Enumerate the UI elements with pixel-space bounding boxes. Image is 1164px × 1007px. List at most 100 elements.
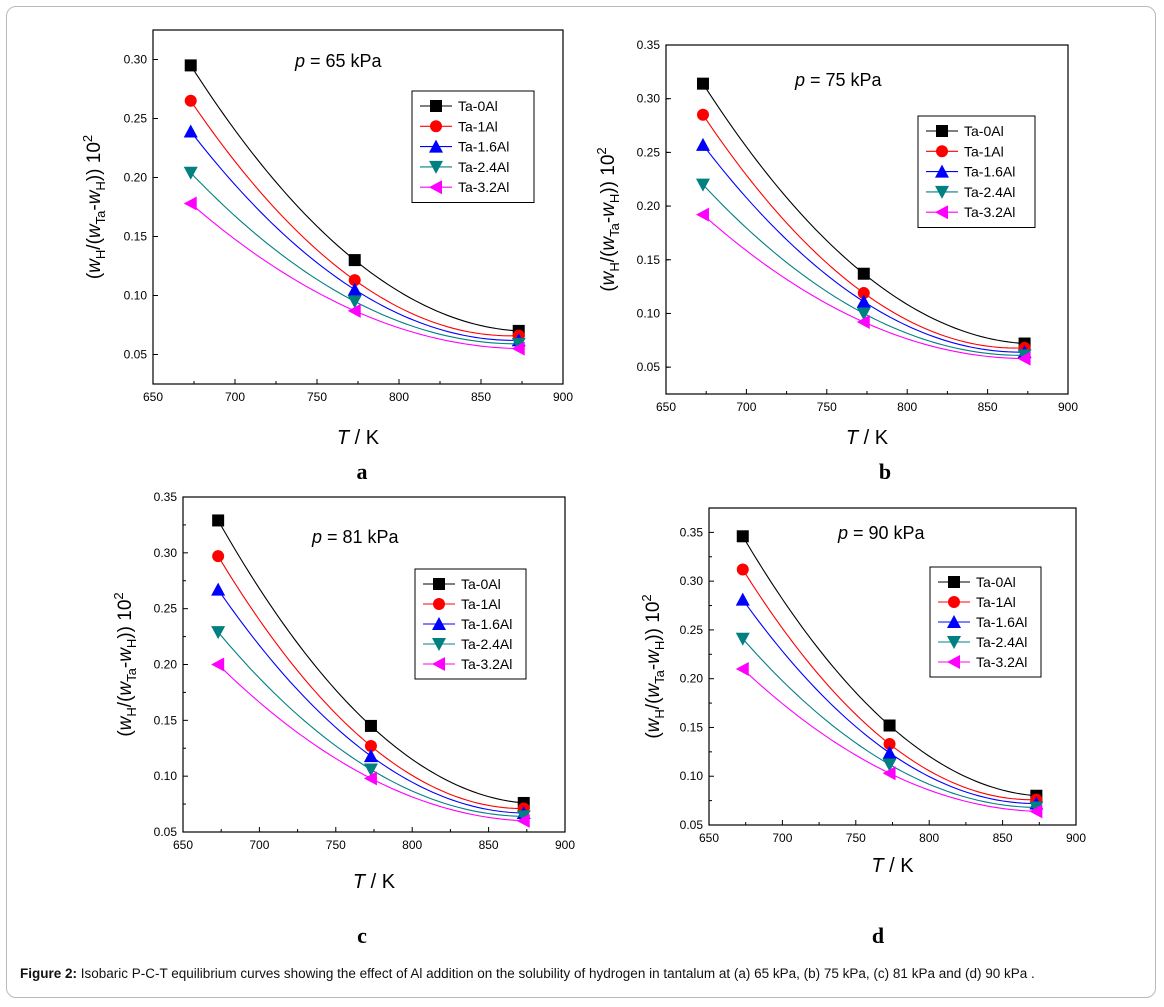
legend-marker-c-0 (433, 578, 445, 590)
y-tick-label-a-3: 0.20 (124, 171, 148, 185)
data-point-c-3-0 (211, 626, 226, 640)
legend-label-b-0: Ta-0Al (964, 123, 1004, 139)
data-point-c-2-1 (363, 749, 378, 763)
panel-title-d: p = 90 kPa (837, 523, 926, 543)
x-tick-label-a-1: 700 (225, 390, 245, 404)
plot-frame-a (152, 29, 564, 385)
data-point-a-3-2 (511, 337, 526, 351)
legend-marker-b-2 (935, 164, 949, 178)
panel-b: 650 700 750 800 850 900 0.05 0.10 0.15 0.20 0.25 0.… (594, 38, 1078, 484)
data-point-b-0-1 (857, 267, 870, 280)
data-point-c-4-2 (516, 813, 530, 828)
y-tick-label-d-5: 0.30 (680, 574, 704, 588)
y-tick-label-c-6: 0.35 (154, 490, 178, 504)
x-tick-label-b-4: 850 (978, 400, 998, 414)
y-tick-label-c-0: 0.05 (154, 825, 178, 839)
x-axis-title-c: T / K (353, 871, 396, 893)
data-point-a-4-2 (511, 341, 525, 356)
y-tick-label-b-3: 0.20 (637, 199, 661, 213)
legend-label-b-2: Ta-1.6Al (964, 164, 1015, 180)
data-point-c-1-0 (212, 550, 225, 563)
y-tick-label-c-1: 0.10 (154, 769, 178, 783)
legend-label-c-4: Ta-3.2Al (461, 656, 512, 672)
panel-title-b: p = 75 kPa (794, 70, 883, 90)
y-tick-label-c-3: 0.20 (154, 658, 178, 672)
x-tick-label-d-2: 750 (846, 831, 866, 845)
data-point-c-4-1 (363, 771, 377, 786)
data-point-a-1-1 (348, 274, 361, 287)
y-tick-label-d-4: 0.25 (680, 623, 704, 637)
legend-marker-a-1 (430, 120, 442, 133)
caption-label: Figure 2: (20, 966, 78, 981)
y-tick-label-b-6: 0.35 (637, 38, 661, 52)
y-tick-label-a-0: 0.05 (124, 348, 148, 362)
legend-label-d-4: Ta-3.2Al (976, 654, 1027, 670)
data-point-a-3-0 (183, 166, 198, 180)
legend-label-b-1: Ta-1Al (964, 143, 1004, 159)
data-point-a-0-1 (348, 254, 361, 267)
panel-c: 650 700 750 800 850 900 0.05 0.10 0.15 0.20 0.25 0.… (111, 490, 575, 948)
legend-marker-b-4 (935, 205, 948, 220)
legend-label-d-2: Ta-1.6Al (976, 614, 1027, 630)
y-tick-label-d-1: 0.10 (680, 769, 704, 783)
x-tick-label-b-2: 750 (817, 400, 837, 414)
y-tick-label-d-0: 0.05 (680, 818, 704, 832)
data-point-b-0-0 (696, 77, 709, 90)
y-tick-label-c-4: 0.25 (154, 602, 178, 616)
x-tick-label-d-1: 700 (772, 831, 792, 845)
y-tick-label-b-4: 0.25 (637, 145, 661, 159)
data-point-d-1-1 (883, 738, 896, 751)
data-point-a-0-0 (184, 59, 197, 72)
data-point-d-1-0 (736, 563, 749, 576)
x-tick-label-d-3: 800 (919, 831, 939, 845)
data-point-b-4-0 (695, 207, 709, 222)
x-tick-label-a-4: 850 (471, 390, 491, 404)
data-point-a-2-1 (347, 282, 362, 296)
x-tick-label-c-4: 850 (479, 838, 499, 852)
y-tick-label-c-5: 0.30 (154, 546, 178, 560)
y-tick-label-c-2: 0.15 (154, 713, 178, 727)
legend-marker-a-0 (430, 100, 442, 112)
data-point-a-4-0 (183, 196, 197, 211)
y-tick-label-a-2: 0.15 (124, 230, 148, 244)
legend-marker-c-2 (432, 617, 446, 630)
data-point-c-0-1 (364, 719, 377, 732)
x-axis-title-d: T / K (871, 855, 914, 877)
data-point-c-2-0 (211, 582, 226, 596)
y-tick-label-b-1: 0.10 (637, 306, 661, 320)
legend-label-c-2: Ta-1.6Al (461, 616, 512, 632)
data-point-d-2-1 (882, 745, 897, 759)
legend-label-c-1: Ta-1Al (461, 596, 501, 612)
y-axis-title-d: (wH/(wTa-wH)) 102 (639, 594, 667, 738)
y-tick-label-d-3: 0.20 (680, 672, 704, 686)
legend-marker-c-3 (432, 638, 446, 651)
x-axis-title-a: T / K (337, 427, 380, 449)
data-point-d-0-1 (883, 719, 896, 732)
y-tick-label-d-6: 0.35 (680, 525, 704, 539)
data-point-d-0-0 (736, 530, 749, 543)
data-point-c-4-0 (211, 657, 225, 672)
panel-letter-c: c (357, 923, 367, 948)
x-tick-label-c-0: 650 (173, 838, 193, 852)
data-point-d-3-0 (735, 632, 750, 646)
data-point-a-3-1 (347, 295, 362, 309)
y-axis-title-c: (wH/(wTa-wH)) 102 (111, 592, 139, 736)
legend-label-b-3: Ta-2.4Al (964, 184, 1015, 200)
panel-d: 650 700 750 800 850 900 0.05 0.10 0.15 0.20 0.25 0.… (639, 507, 1086, 948)
data-point-b-2-0 (695, 137, 710, 151)
data-point-c-1-1 (364, 740, 377, 753)
legend-label-b-4: Ta-3.2Al (964, 204, 1015, 220)
legend-label-a-4: Ta-3.2Al (458, 179, 509, 195)
data-point-a-1-0 (184, 94, 197, 107)
panel-title-a: p = 65 kPa (294, 51, 383, 71)
x-tick-label-d-0: 650 (699, 831, 719, 845)
legend-label-c-3: Ta-2.4Al (461, 636, 512, 652)
legend-marker-b-3 (935, 185, 949, 199)
x-tick-label-c-2: 750 (326, 838, 346, 852)
panel-letter-a: a (357, 459, 368, 484)
legend-label-a-2: Ta-1.6Al (458, 139, 509, 155)
data-point-a-4-1 (347, 303, 361, 318)
data-point-c-3-2 (516, 810, 531, 824)
legend-marker-a-3 (429, 160, 443, 174)
